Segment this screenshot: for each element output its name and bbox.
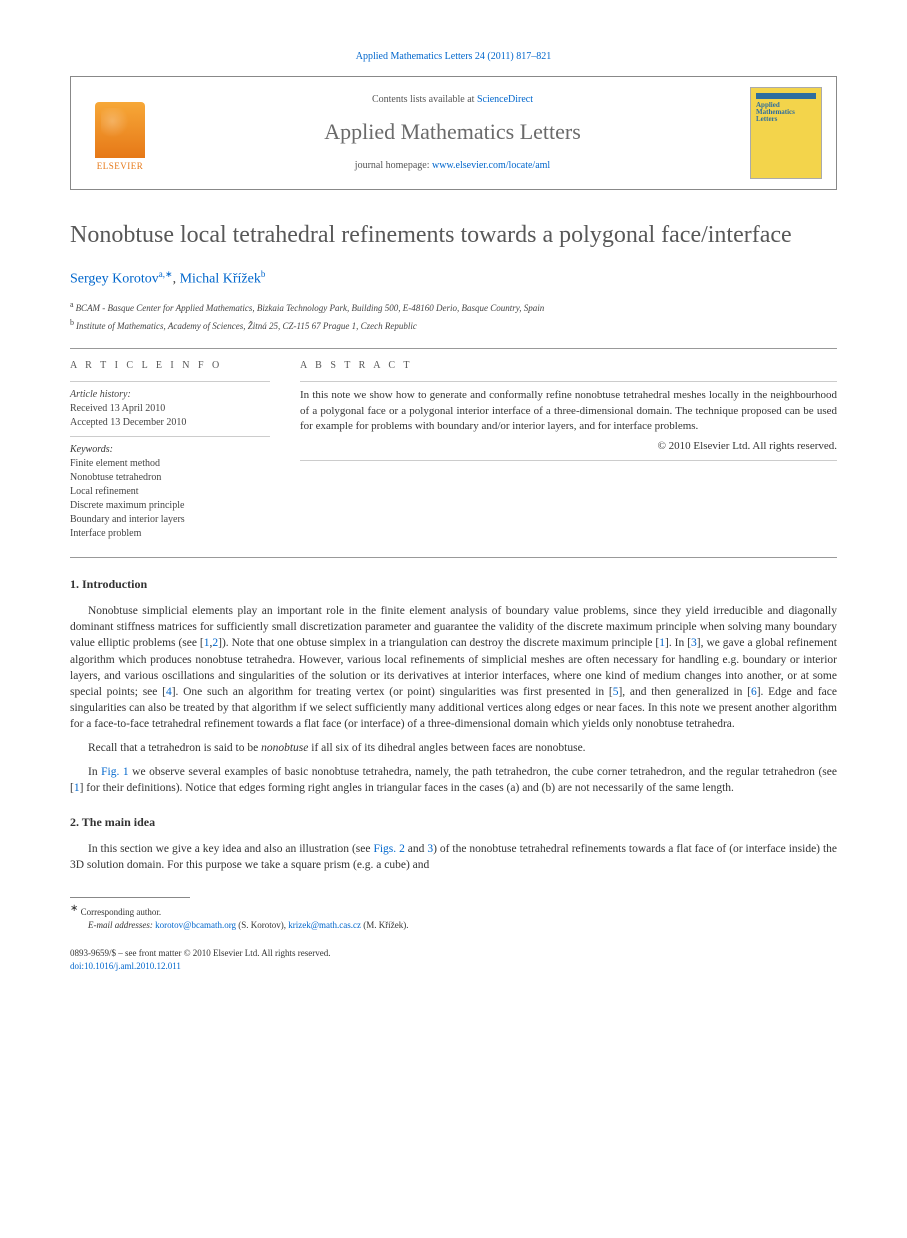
affil-text: Institute of Mathematics, Academy of Sci… <box>76 321 417 331</box>
keywords-label: Keywords: <box>70 443 270 457</box>
keyword: Finite element method <box>70 457 270 471</box>
divider <box>70 557 837 558</box>
keyword: Interface problem <box>70 527 270 541</box>
email-name: (M. Křížek). <box>361 920 408 930</box>
author-link[interactable]: Sergey Korotov <box>70 272 159 287</box>
email-label: E-mail addresses: <box>88 920 153 930</box>
homepage-prefix: journal homepage: <box>355 160 432 171</box>
keyword: Boundary and interior layers <box>70 513 270 527</box>
email-link[interactable]: krizek@math.cas.cz <box>288 920 361 930</box>
journal-cover-thumbnail: Applied Mathematics Letters <box>750 87 822 179</box>
issn-line: 0893-9659/$ – see front matter © 2010 El… <box>70 947 837 960</box>
body-paragraph: In Fig. 1 we observe several examples of… <box>70 764 837 796</box>
homepage-line: journal homepage: www.elsevier.com/locat… <box>155 159 750 173</box>
corr-author-text: Corresponding author. <box>81 907 162 917</box>
author-affil-sup: b <box>261 269 266 279</box>
contents-prefix: Contents lists available at <box>372 94 477 105</box>
author-affil-sup: a,∗ <box>159 269 173 279</box>
keyword: Discrete maximum principle <box>70 499 270 513</box>
body-paragraph: In this section we give a key idea and a… <box>70 841 837 873</box>
publisher-name: ELSEVIER <box>97 160 144 173</box>
history-label: Article history: <box>70 388 270 402</box>
affiliation: aBCAM - Basque Center for Applied Mathem… <box>70 299 837 315</box>
divider <box>300 460 837 461</box>
divider <box>300 381 837 382</box>
emphasis: nonobtuse <box>261 742 308 754</box>
affil-text: BCAM - Basque Center for Applied Mathema… <box>76 303 545 313</box>
publisher-logo: ELSEVIER <box>85 93 155 173</box>
article-title: Nonobtuse local tetrahedral refinements … <box>70 220 837 250</box>
doi-label: doi: <box>70 961 84 971</box>
divider <box>70 436 270 437</box>
received-date: Received 13 April 2010 <box>70 402 270 416</box>
section-heading: 1. Introduction <box>70 576 837 593</box>
figure-link[interactable]: Fig. 1 <box>101 766 129 778</box>
email-footnote: E-mail addresses: korotov@bcamath.org (S… <box>70 919 837 932</box>
page-footer: 0893-9659/$ – see front matter © 2010 El… <box>70 947 837 972</box>
journal-header: ELSEVIER Contents lists available at Sci… <box>70 76 837 190</box>
article-info-label: A R T I C L E I N F O <box>70 359 270 373</box>
body-paragraph: Recall that a tetrahedron is said to be … <box>70 740 837 756</box>
email-link[interactable]: korotov@bcamath.org <box>155 920 236 930</box>
journal-ref-link[interactable]: Applied Mathematics Letters 24 (2011) 81… <box>356 51 551 62</box>
author-sep: , <box>173 272 180 287</box>
star-icon: ∗ <box>70 903 78 914</box>
abstract-text: In this note we show how to generate and… <box>300 388 837 434</box>
corresponding-author-note: ∗ Corresponding author. <box>70 902 837 919</box>
divider <box>70 348 837 349</box>
doi-link[interactable]: 10.1016/j.aml.2010.12.011 <box>84 961 181 971</box>
section-heading: 2. The main idea <box>70 814 837 831</box>
accepted-date: Accepted 13 December 2010 <box>70 416 270 430</box>
divider <box>70 381 270 382</box>
abstract-label: A B S T R A C T <box>300 359 837 373</box>
figure-link[interactable]: Figs. 2 <box>373 843 404 855</box>
affiliation: bInstitute of Mathematics, Academy of Sc… <box>70 317 837 333</box>
email-name: (S. Korotov), <box>236 920 288 930</box>
elsevier-tree-icon <box>95 102 145 158</box>
affil-sup: a <box>70 300 74 309</box>
body-paragraph: Nonobtuse simplicial elements play an im… <box>70 603 837 732</box>
cover-title: Applied Mathematics Letters <box>756 102 816 123</box>
authors: Sergey Korotova,∗, Michal Křížekb <box>70 268 837 289</box>
affil-sup: b <box>70 318 74 327</box>
homepage-link[interactable]: www.elsevier.com/locate/aml <box>432 160 550 171</box>
keyword: Nonobtuse tetrahedron <box>70 471 270 485</box>
journal-reference: Applied Mathematics Letters 24 (2011) 81… <box>70 50 837 64</box>
sciencedirect-link[interactable]: ScienceDirect <box>477 94 533 105</box>
footnote-divider <box>70 897 190 898</box>
contents-line: Contents lists available at ScienceDirec… <box>155 93 750 107</box>
author-link[interactable]: Michal Křížek <box>180 272 261 287</box>
copyright: © 2010 Elsevier Ltd. All rights reserved… <box>300 439 837 454</box>
journal-name: Applied Mathematics Letters <box>155 117 750 148</box>
keyword: Local refinement <box>70 485 270 499</box>
